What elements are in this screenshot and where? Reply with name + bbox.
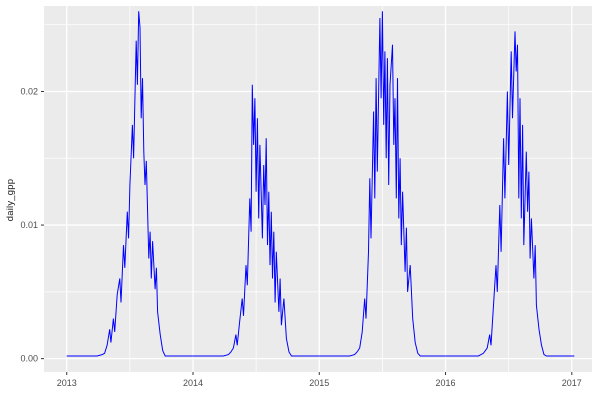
x-tick-label: 2015	[309, 378, 329, 388]
x-tick-label: 2016	[436, 378, 456, 388]
x-tick-label: 2017	[562, 378, 582, 388]
x-tick-label: 2014	[183, 378, 203, 388]
y-tick-label: 0.01	[20, 220, 38, 230]
y-tick-label: 0.02	[20, 86, 38, 96]
x-tick-label: 2013	[57, 378, 77, 388]
y-tick-label: 0.00	[20, 354, 38, 364]
plot-panel	[44, 6, 592, 372]
daily-gpp-line	[66, 11, 575, 357]
y-axis-title: daily_gpp	[5, 178, 16, 222]
